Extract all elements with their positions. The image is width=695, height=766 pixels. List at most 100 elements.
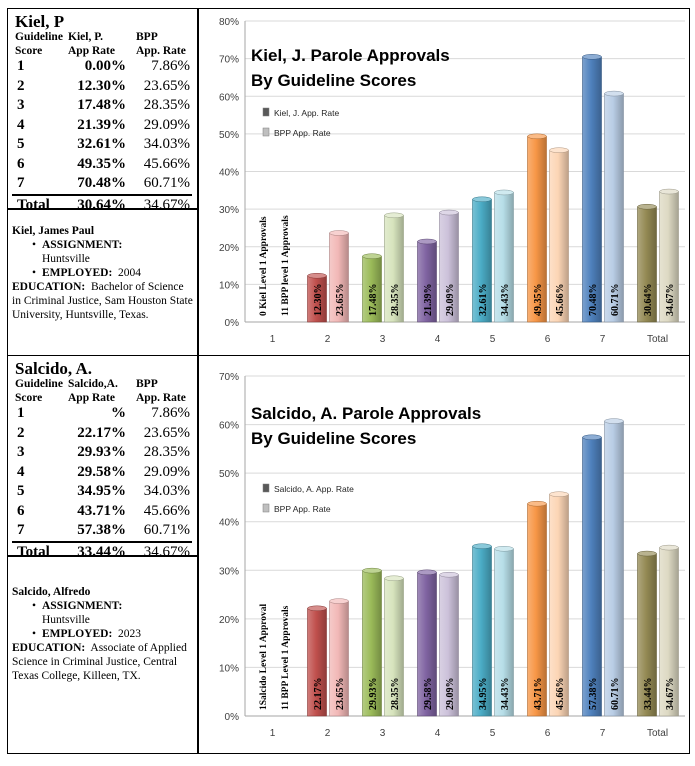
x-tick-label: Total [647, 334, 668, 345]
chart-subtitle: By Guideline Scores [251, 71, 416, 90]
data-label: 1Salcido Level 1 Approval [259, 603, 269, 710]
x-tick-label: 4 [435, 334, 441, 345]
x-tick-label: 6 [545, 728, 551, 739]
chart-title: Salcido, A. Parole Approvals [251, 404, 481, 423]
bio-employed: EMPLOYED: 2004 [12, 266, 195, 280]
data-label: 57.38% [588, 678, 599, 711]
y-tick-label: 30% [219, 205, 239, 216]
data-label: 34.43% [500, 284, 511, 317]
data-label: 17.48% [368, 284, 379, 317]
y-tick-label: 50% [219, 469, 239, 480]
table-row: 6 49.35% 45.66% [17, 155, 190, 172]
y-tick-label: 60% [219, 421, 239, 432]
data-label: 29.93% [368, 678, 379, 711]
bar-top [472, 543, 492, 549]
data-label: 22.17% [313, 678, 324, 711]
y-tick-label: 70% [219, 55, 239, 66]
y-tick-label: 60% [219, 92, 239, 103]
bar-top [329, 230, 349, 236]
x-tick-label: 2 [325, 728, 331, 739]
total-row: Total 33.44% 34.67% [12, 540, 192, 563]
data-label: 11 BPP level 1 Approvals [281, 215, 291, 316]
data-label: 21.39% [423, 284, 434, 317]
table-row: 1% 7.86% [17, 405, 190, 421]
bio-assignment: ASSIGNMENT:Huntsville [12, 238, 195, 266]
kiel-chart-panel: 0% 10% 20% 30% 40% 50% 60% 70% 80% 0 Kiel Level 1… [201, 9, 689, 355]
legend-swatch [262, 127, 270, 137]
y-tick-label: 10% [219, 280, 239, 291]
data-label: 29.58% [423, 678, 434, 711]
data-label: 33.44% [643, 678, 654, 711]
data-label: 29.09% [445, 284, 456, 317]
salcido-left-panel: Salcido, A. Guideline Score Salcido,A. A… [8, 356, 199, 753]
chart-title: Kiel, J. Parole Approvals [251, 46, 450, 65]
bar-top [637, 203, 657, 210]
data-label: 32.61% [478, 284, 489, 317]
bar-top [494, 546, 514, 552]
table-row: 3 17.48% 28.35% [17, 97, 190, 113]
bar-top [659, 188, 679, 195]
x-tick-label: 7 [600, 728, 606, 739]
bio-education: EDUCATION: Bachelor of Science in Crimin… [12, 281, 193, 321]
officer-bio: Salcido, Alfredo ASSIGNMENT:Huntsville E… [12, 585, 195, 683]
bar-top [582, 434, 602, 441]
officer-name: Kiel, P [15, 12, 65, 31]
divider [8, 208, 199, 210]
bar-top [417, 238, 437, 245]
table-row: 2 22.17% 23.65% [17, 424, 190, 441]
x-tick-label: 4 [435, 728, 441, 739]
bar [604, 420, 624, 717]
bar-top [307, 605, 327, 612]
x-tick-label: 1 [270, 334, 276, 345]
officer-bio: Kiel, James Paul ASSIGNMENT:Huntsville E… [12, 224, 195, 322]
header-officer-rate: Kiel, P. App Rate [68, 31, 115, 57]
bar-top [527, 500, 547, 507]
y-tick-label: 30% [219, 566, 239, 577]
bar-top [472, 196, 492, 203]
bio-name: Kiel, James Paul [12, 225, 95, 237]
table-row: 4 29.58% 29.09% [17, 463, 190, 480]
bio-assignment: ASSIGNMENT:Huntsville [12, 599, 195, 627]
y-tick-label: 20% [219, 615, 239, 626]
legend-label: Kiel, J. App. Rate [274, 108, 339, 118]
data-label: 28.35% [390, 678, 401, 711]
y-tick-label: 0% [225, 318, 240, 329]
bar-top [527, 133, 547, 140]
header-score: Guideline Score [15, 378, 63, 404]
data-label: 28.35% [390, 284, 401, 317]
y-tick-label: 10% [219, 663, 239, 674]
salcido-section: Salcido, A. Guideline Score Salcido,A. A… [7, 356, 690, 754]
legend-swatch [262, 483, 270, 493]
y-tick-label: 50% [219, 130, 239, 141]
bar-top [384, 212, 404, 219]
data-label: 34.67% [665, 678, 676, 711]
table-row: 5 32.61% 34.03% [17, 136, 190, 152]
kiel-left-panel: Kiel, P Guideline Score Kiel, P. App Rat… [8, 9, 199, 355]
total-row: Total 30.64% 34.67% [12, 193, 192, 216]
bar-top [362, 567, 382, 574]
y-tick-label: 80% [219, 17, 239, 28]
table-row: 7 57.38% 60.71% [17, 522, 190, 538]
x-tick-label: 3 [380, 728, 386, 739]
x-tick-label: 5 [490, 728, 496, 739]
y-tick-label: 20% [219, 243, 239, 254]
legend-label: BPP App. Rate [274, 128, 331, 138]
bar-top [307, 272, 327, 279]
bar [582, 436, 602, 717]
legend-swatch [262, 503, 270, 513]
rates-table: 1% 7.86% 2 22.17% 23.65% 3 29.93% 28.35% 4 29.… [12, 404, 192, 562]
divider [8, 555, 199, 557]
x-tick-label: 6 [545, 334, 551, 345]
table-row: 4 21.39% 29.09% [17, 116, 190, 133]
x-tick-label: Total [647, 728, 668, 739]
table-row: 3 29.93% 28.35% [17, 444, 190, 460]
bar-top [439, 571, 459, 578]
x-tick-label: 7 [600, 334, 606, 345]
data-label: 23.65% [335, 284, 346, 317]
x-tick-label: 3 [380, 334, 386, 345]
header-bpp-rate: BPP App. Rate [136, 31, 186, 57]
y-tick-label: 40% [219, 518, 239, 529]
data-label: 34.67% [665, 284, 676, 317]
data-label: 60.71% [610, 284, 621, 317]
data-label: 29.09% [445, 678, 456, 711]
